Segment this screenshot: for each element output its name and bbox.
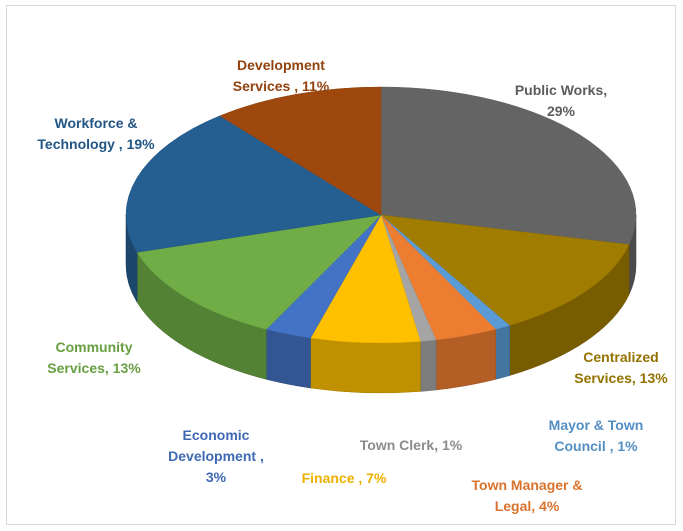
slice-side	[495, 325, 510, 380]
data-label: Mayor & Town Council , 1%	[548, 417, 644, 454]
slice	[136, 214, 382, 330]
slice	[219, 86, 382, 216]
slice	[125, 115, 382, 253]
chart-frame	[6, 5, 676, 525]
slice-side	[310, 337, 421, 394]
data-label: Public Works, 29%	[514, 82, 608, 119]
slice	[380, 214, 630, 326]
slice	[380, 86, 637, 245]
slice-side	[420, 339, 437, 392]
data-label: Finance , 7%	[301, 470, 387, 486]
data-label: Community Services, 13%	[47, 339, 141, 376]
slice-side	[266, 328, 311, 389]
slice	[310, 214, 421, 344]
data-label: Town Manager & Legal, 4%	[471, 477, 583, 514]
data-label: Economic Development , 3%	[168, 427, 264, 485]
data-label: Workforce & Technology , 19%	[37, 115, 155, 152]
data-label: Centralized Services, 13%	[574, 349, 668, 386]
data-label: Town Clerk, 1%	[359, 437, 463, 453]
data-label: Development Services , 11%	[232, 57, 330, 94]
